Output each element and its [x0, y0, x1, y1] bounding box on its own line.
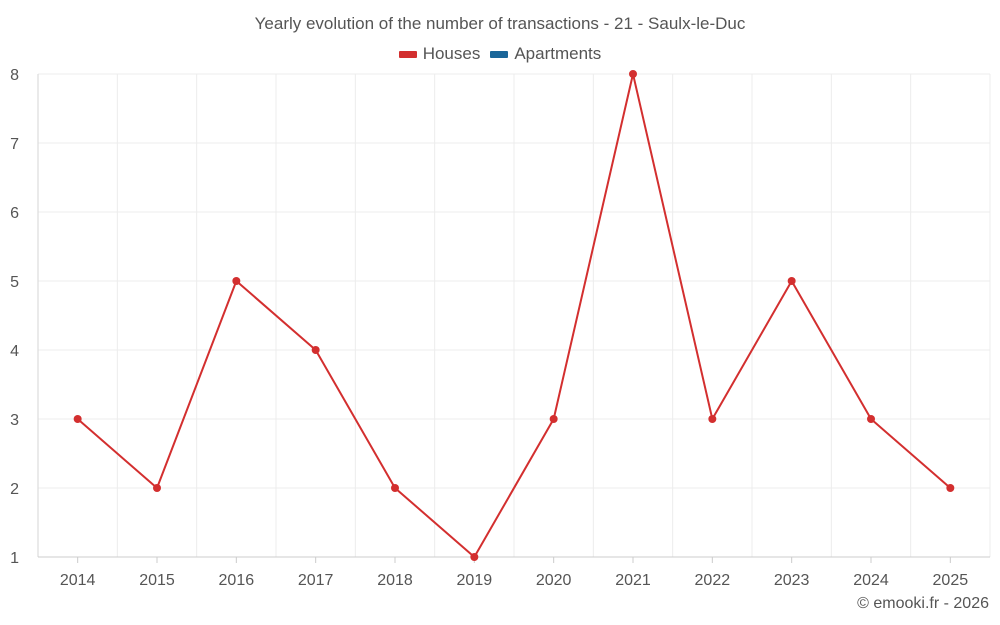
y-tick-label: 1 [10, 550, 19, 567]
x-tick-label: 2020 [536, 572, 572, 589]
legend: Houses Apartments [0, 44, 1000, 64]
x-tick-label: 2021 [615, 572, 651, 589]
series-houses [73, 70, 955, 561]
grid [37, 73, 991, 558]
y-tick-label: 3 [10, 412, 19, 429]
axes: 1 2 3 4 5 6 7 8 2014 2015 2016 2017 2018 2019 2020 2021… [10, 67, 990, 589]
data-point[interactable] [549, 415, 558, 423]
series-line-houses [77, 73, 951, 558]
x-tick-label: 2022 [695, 572, 731, 589]
legend-swatch-apartments [490, 50, 509, 58]
x-tick-label: 2014 [60, 572, 96, 589]
chart-title: Yearly evolution of the number of transa… [254, 14, 746, 33]
data-point[interactable] [787, 277, 796, 285]
data-point[interactable] [629, 70, 637, 78]
data-point[interactable] [73, 415, 82, 423]
y-tick-label: 5 [10, 274, 19, 291]
x-tick-label: 2024 [853, 572, 889, 589]
y-tick-label: 7 [10, 136, 19, 153]
legend-label-houses: Houses [422, 44, 481, 63]
credit-text: © emooki.fr - 2026 [857, 595, 989, 612]
data-point[interactable] [470, 553, 479, 561]
x-tick-label: 2019 [457, 572, 493, 589]
x-tick-label: 2016 [219, 572, 255, 589]
data-point[interactable] [946, 484, 955, 492]
x-tick-label: 2025 [933, 572, 969, 589]
data-point[interactable] [867, 415, 875, 423]
data-point[interactable] [232, 277, 241, 285]
x-tick-label: 2018 [377, 572, 413, 589]
data-point[interactable] [153, 484, 161, 492]
legend-item-apartments[interactable]: Apartments [490, 44, 601, 64]
data-point[interactable] [391, 484, 399, 492]
y-tick-label: 6 [10, 205, 19, 222]
legend-label-apartments: Apartments [514, 44, 602, 63]
y-tick-label: 8 [10, 67, 19, 84]
legend-swatch-houses [398, 50, 417, 58]
y-tick-label: 4 [10, 343, 19, 360]
y-tick-label: 2 [10, 481, 19, 498]
x-tick-label: 2023 [774, 572, 810, 589]
x-tick-label: 2017 [298, 572, 334, 589]
x-tick-label: 2015 [139, 572, 175, 589]
data-point[interactable] [708, 415, 717, 423]
data-point[interactable] [311, 346, 320, 354]
legend-item-houses[interactable]: Houses [398, 44, 481, 64]
